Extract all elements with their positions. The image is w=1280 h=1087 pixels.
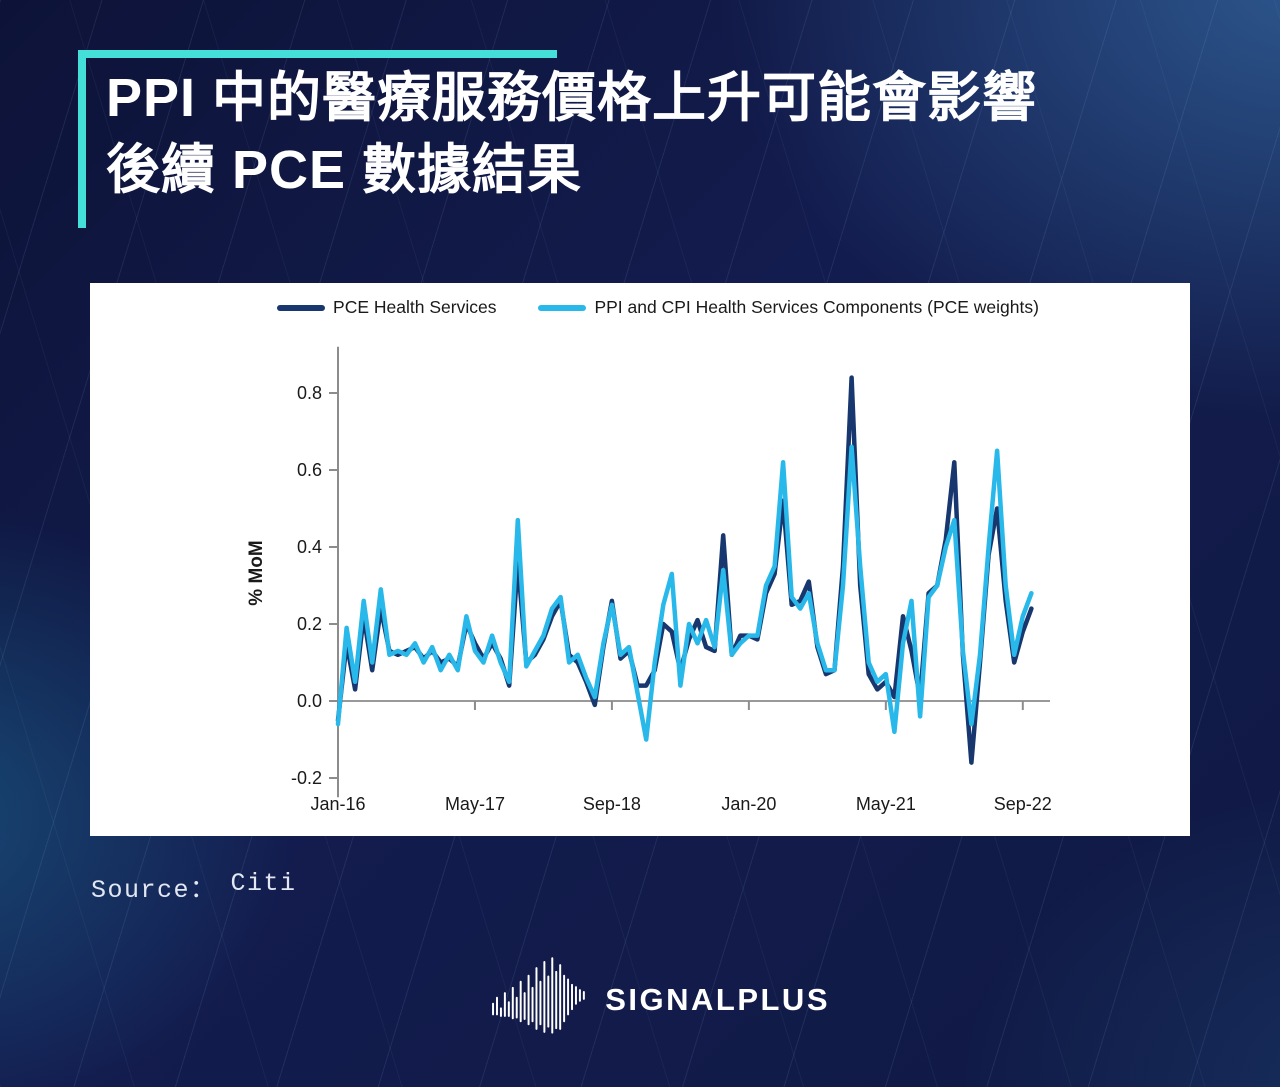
svg-text:-0.2: -0.2 [291,768,322,788]
svg-text:0.8: 0.8 [297,383,322,403]
svg-text:Jan-16: Jan-16 [310,794,365,814]
legend-item-1: PPI and CPI Health Services Components (… [538,297,1039,318]
source-line: Source： Citi [91,869,297,905]
line-chart: -0.2 0.0 0.2 0.4 0.6 0.8 Jan-16 May-17 Sep-18 Jan… [246,346,1052,814]
svg-text:Jan-20: Jan-20 [721,794,776,814]
title-accent-bar-left [78,50,86,228]
source-value: Citi [230,869,297,898]
soundwave-icon [492,957,585,1034]
legend-swatch-0 [277,304,326,311]
svg-text:0.2: 0.2 [297,614,322,634]
page-title-line2: 後續 PCE 數據結果 [106,140,583,200]
brand-name: SIGNALPLUS [605,982,830,1017]
svg-text:% MoM: % MoM [246,540,267,605]
svg-text:0.6: 0.6 [297,460,322,480]
legend-item-0: PCE Health Services [277,297,496,318]
svg-text:May-21: May-21 [856,794,916,814]
legend-label-0: PCE Health Services [333,297,497,317]
legend-swatch-1 [538,304,587,311]
legend-label-1: PPI and CPI Health Services Components (… [594,297,1039,317]
page-title-line1: PPI 中的醫療服務價格上升可能會影響 [106,68,1038,128]
svg-text:0.4: 0.4 [297,537,322,557]
svg-text:Sep-22: Sep-22 [994,794,1052,814]
signalplus-logo: SIGNALPLUS [490,948,830,1052]
chart-card: -0.2 0.0 0.2 0.4 0.6 0.8 Jan-16 May-17 Sep-18 Jan… [90,283,1190,836]
source-label: Source： [91,876,217,905]
svg-text:Sep-18: Sep-18 [583,794,641,814]
svg-text:0.0: 0.0 [297,691,322,711]
page-title: PPI 中的醫療服務價格上升可能會影響 後續 PCE 數據結果 [106,62,1226,206]
chart-legend: PCE Health Services PPI and CPI Health Se… [90,297,1190,318]
svg-text:May-17: May-17 [445,794,505,814]
title-accent-bar-top [78,50,557,58]
